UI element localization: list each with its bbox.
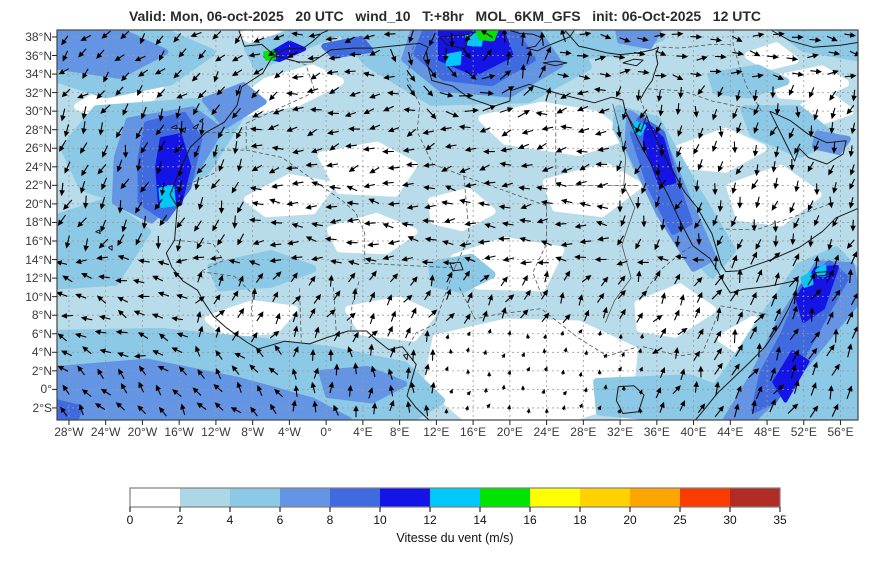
colorbar-tick-label: 8 <box>326 513 334 527</box>
colorbar-tick-label: 25 <box>673 513 687 527</box>
colorbar-title: Vitesse du vent (m/s) <box>396 531 514 545</box>
colorbar-tick-label: 35 <box>773 513 787 527</box>
lon-tick-label: 32°E <box>607 425 634 439</box>
lon-tick-label: 44°E <box>717 425 744 439</box>
lat-tick-label: 10°N <box>25 289 52 304</box>
lon-tick-label: 48°E <box>753 425 781 439</box>
lon-tick-label: 24°W <box>90 425 121 439</box>
colorbar-tick-label: 14 <box>473 513 487 527</box>
lon-tick-label: 20°E <box>496 425 523 439</box>
lat-tick-label: 14°N <box>25 252 52 267</box>
lat-tick-label: 18°N <box>25 215 52 230</box>
lat-tick-label: 2°N <box>31 363 52 378</box>
lon-tick-label: 24°E <box>533 425 560 439</box>
lon-tick-label: 56°E <box>827 425 854 439</box>
lat-tick-label: 16°N <box>25 233 52 248</box>
lon-tick-label: 0° <box>320 425 332 439</box>
lon-tick-label: 4°E <box>353 425 373 439</box>
lon-tick-label: 20°W <box>127 425 158 439</box>
lat-tick-label: 22°N <box>25 178 52 193</box>
lon-tick-label: 12°W <box>201 425 231 439</box>
lon-tick-label: 16°E <box>460 425 487 439</box>
lon-tick-label: 52°E <box>790 425 817 439</box>
lat-tick-label: 6°N <box>31 326 52 341</box>
lat-tick-label: 8°N <box>31 308 52 323</box>
colorbar-tick-label: 2 <box>176 513 184 527</box>
lon-tick-label: 4°W <box>277 425 301 439</box>
lon-tick-label: 28°W <box>54 425 84 439</box>
colorbar-tick-label: 16 <box>523 513 537 527</box>
lat-tick-label: 4°N <box>31 345 52 360</box>
lat-tick-label: 12°N <box>25 271 52 286</box>
lat-tick-label: 30°N <box>25 104 52 119</box>
lat-tick-label: 20°N <box>25 196 52 211</box>
colorbar-tick-label: 6 <box>276 513 284 527</box>
lon-tick-label: 28°E <box>570 425 597 439</box>
lon-tick-label: 40°E <box>680 425 707 439</box>
lon-tick-label: 36°E <box>643 425 670 439</box>
colorbar-tick-label: 18 <box>573 513 587 527</box>
lat-tick-label: 26°N <box>25 141 52 156</box>
lon-tick-label: 8°E <box>389 425 410 439</box>
lat-tick-label: 0° <box>40 382 52 397</box>
lat-tick-label: 32°N <box>25 85 52 100</box>
lat-tick-label: 38°N <box>25 29 52 44</box>
colorbar-tick-label: 30 <box>723 513 737 527</box>
lat-tick-label: 2°S <box>32 400 52 415</box>
lon-tick-label: 16°W <box>164 425 194 439</box>
figure-title: Valid: Mon, 06-oct-2025 20 UTC wind_10 T… <box>128 8 762 24</box>
colorbar-tick-label: 12 <box>423 513 437 527</box>
lat-tick-label: 36°N <box>25 48 52 63</box>
colorbar-tick-label: 10 <box>373 513 387 527</box>
lon-tick-label: 8°W <box>241 425 265 439</box>
colorbar-tick-label: 20 <box>623 513 637 527</box>
lat-tick-label: 24°N <box>25 159 52 174</box>
colorbar-tick-label: 0 <box>126 513 134 527</box>
lat-tick-label: 28°N <box>25 122 52 137</box>
colorbar-tick-label: 4 <box>226 513 234 527</box>
lon-tick-label: 12°E <box>423 425 450 439</box>
lat-tick-label: 34°N <box>25 67 52 82</box>
